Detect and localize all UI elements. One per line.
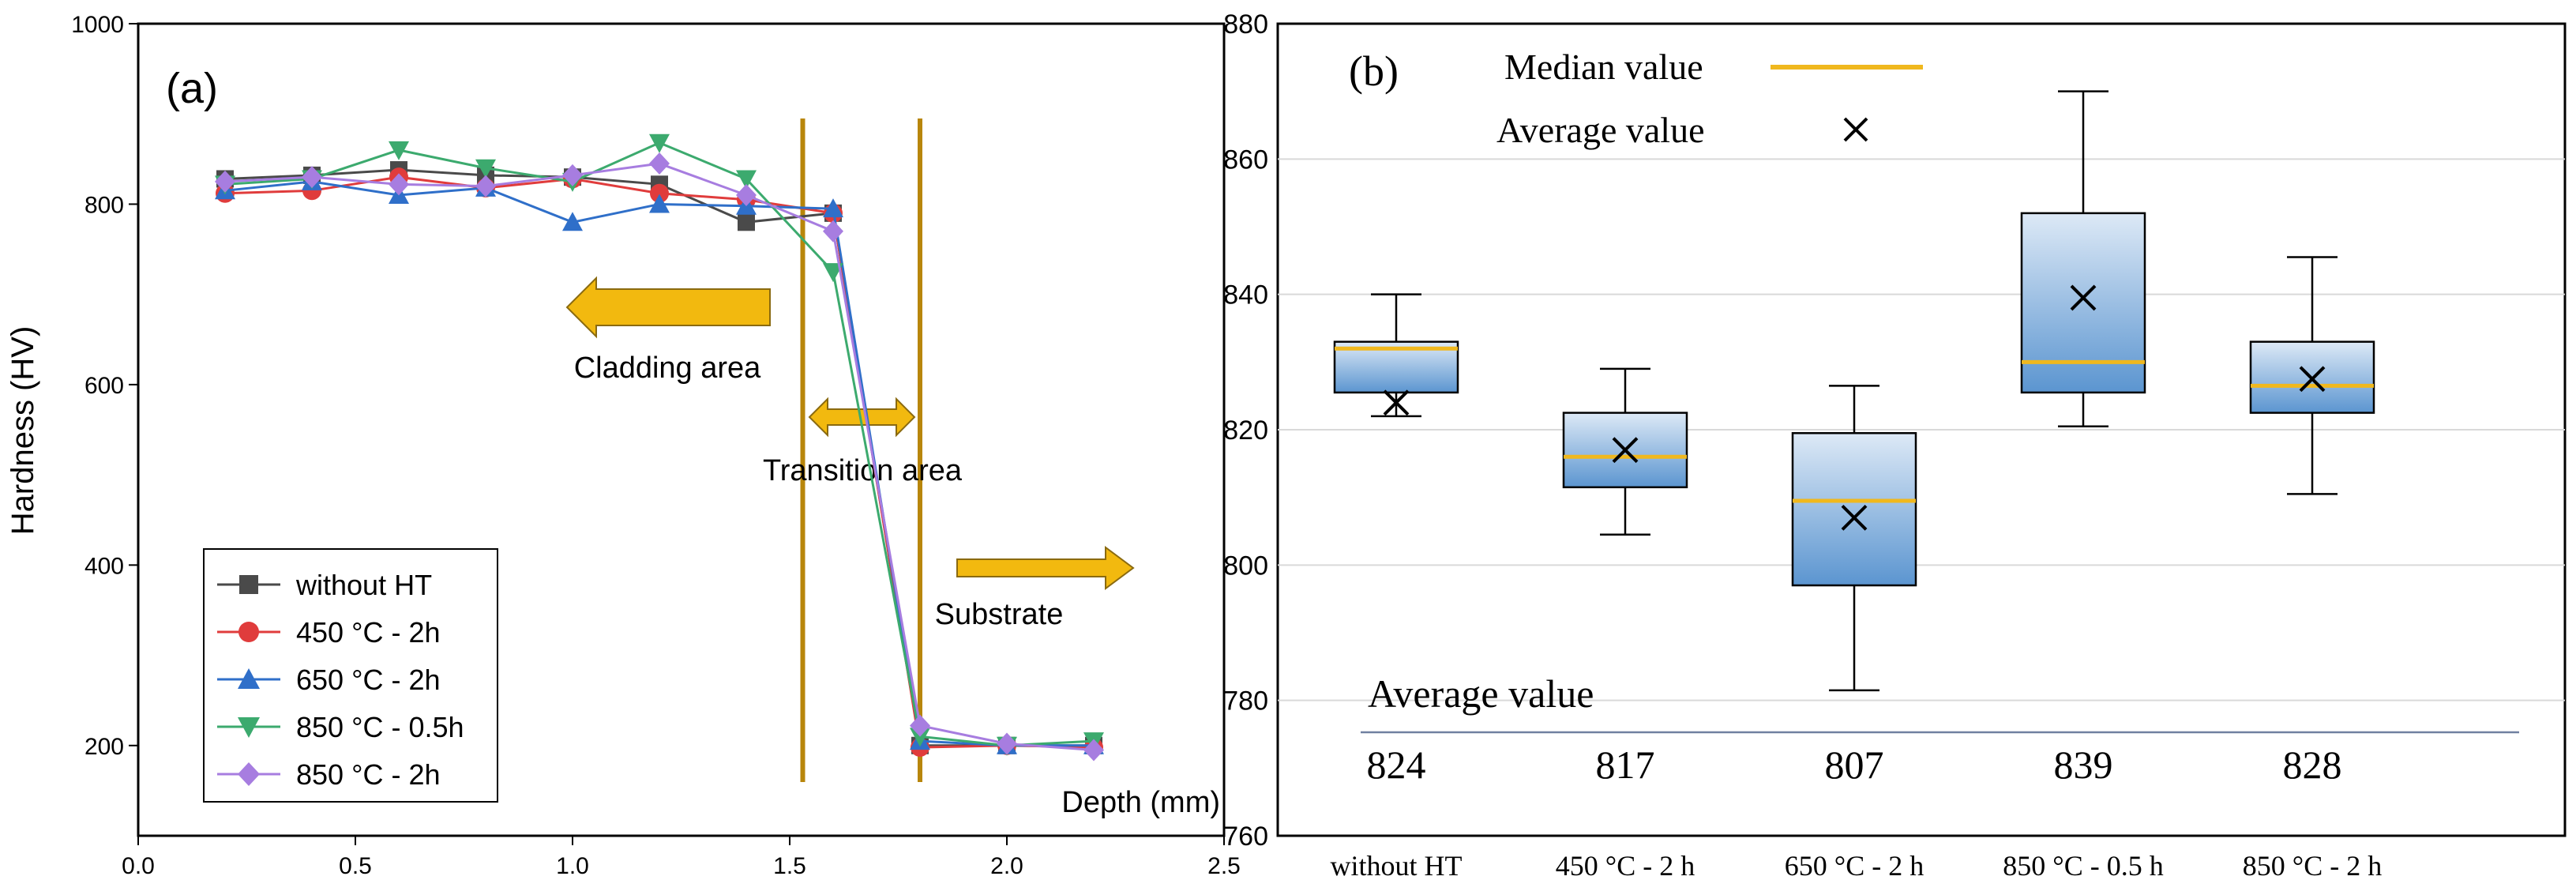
triangle-up-marker: [238, 668, 260, 689]
y-tick-label: 860: [1223, 145, 1268, 175]
diamond-marker: [1083, 739, 1104, 762]
diamond-marker: [997, 732, 1017, 755]
mean-marker: [1612, 437, 1639, 464]
x-tick-label: 2.0: [990, 853, 1023, 879]
mean-marker: [2070, 284, 2097, 311]
average-value: 817: [1596, 743, 1655, 787]
category-label: 650 °C - 2 h: [1785, 850, 1924, 882]
y-tick-label: 780: [1223, 686, 1268, 716]
panel-a-y-ticks: 200 400 600 800 1000: [71, 12, 138, 760]
triangle-up-marker: [823, 198, 843, 218]
average-row-label: Average value: [1368, 671, 1594, 716]
triangle-up-marker: [562, 212, 583, 231]
substrate-right-arrow-icon: [956, 546, 1135, 590]
square-marker: [738, 213, 755, 231]
legend-entry-label: without HT: [295, 569, 432, 601]
panel-b-boxes: [1333, 90, 2375, 692]
panel-b-gridlines: [1278, 158, 2565, 701]
category-label: 850 °C - 2 h: [2243, 850, 2382, 882]
iqr-box: [2020, 212, 2146, 394]
diamond-marker: [475, 175, 496, 197]
panel-a-series: [215, 133, 1104, 762]
y-tick-label: 400: [84, 553, 124, 579]
circle-marker: [238, 622, 259, 642]
diamond-marker: [910, 714, 930, 737]
legend-entry-label: 850 °C - 2h: [296, 758, 441, 791]
y-tick-label: 880: [1223, 9, 1268, 39]
diamond-marker: [736, 184, 757, 207]
triangle-down-marker: [649, 133, 670, 153]
x-tick-label: 1.5: [773, 853, 806, 879]
iqr-box: [1791, 432, 1917, 587]
y-tick-label: 760: [1223, 822, 1268, 852]
annotation-substrate: Substrate: [935, 598, 1064, 631]
square-marker: [239, 575, 258, 594]
y-tick-label: 1000: [71, 12, 124, 38]
panel-a-x-ticks: 0.0 0.5 1.0 1.5 2.0 2.5: [122, 836, 1241, 879]
average-value: 807: [1825, 743, 1884, 787]
x-tick-label: 0.5: [339, 853, 372, 879]
diamond-marker: [823, 220, 843, 243]
average-value: 839: [2054, 743, 2113, 787]
diamond-marker: [389, 173, 409, 196]
y-tick-label: 840: [1223, 280, 1268, 310]
average-value: 824: [1367, 743, 1426, 787]
circle-marker: [650, 183, 669, 203]
legend-average-label: Average value: [1496, 110, 1705, 150]
x-tick-label: 2.5: [1207, 853, 1241, 879]
region-boundaries: [800, 118, 922, 782]
triangle-down-marker: [823, 263, 843, 283]
category-label: without HT: [1331, 850, 1463, 882]
triangle-down-marker: [238, 717, 260, 738]
x-tick-label: 0.0: [122, 853, 155, 879]
panel-b-category-labels: without HT 450 °C - 2 h 650 °C - 2 h 850 °C…: [1331, 850, 2383, 882]
triangle-down-marker: [736, 170, 757, 190]
cladding-left-arrow-icon: [565, 276, 771, 339]
legend-average-x-icon: [1843, 117, 1868, 142]
panel-b: 760 780 800 820 840 860 880 (b) Median value A…: [1223, 9, 2567, 882]
diamond-marker: [238, 762, 260, 786]
average-row-values: 824 817 807 839 828: [1367, 743, 2342, 787]
mean-marker: [2299, 366, 2326, 393]
x-tick-label: 1.0: [556, 853, 589, 879]
mean-marker: [1841, 504, 1868, 531]
panel-a-y-axis-label: Hardness (HV): [6, 326, 40, 536]
legend-entry-label: 450 °C - 2h: [296, 616, 441, 649]
panel-b-y-ticks: 760 780 800 820 840 860 880: [1223, 9, 1268, 852]
triangle-up-marker: [649, 194, 670, 213]
triangle-down-marker: [389, 141, 409, 160]
diamond-marker: [302, 166, 322, 189]
panel-a-label: (a): [166, 65, 218, 112]
mean-marker: [1383, 389, 1410, 416]
panel-a-legend-items: without HT 450 °C - 2h 650 °C - 2h 850 °C -…: [217, 569, 464, 791]
annotation-transition-area: Transition area: [763, 454, 963, 487]
panel-b-label: (b): [1349, 47, 1399, 95]
diamond-marker: [649, 152, 670, 175]
legend-median-label: Median value: [1504, 47, 1703, 87]
annotation-cladding-area: Cladding area: [574, 352, 761, 385]
y-tick-label: 800: [84, 192, 124, 218]
transition-double-arrow-icon: [808, 397, 916, 438]
diamond-marker: [215, 170, 235, 193]
triangle-down-marker: [475, 159, 496, 179]
y-tick-label: 600: [84, 373, 124, 399]
category-label: 450 °C - 2 h: [1556, 850, 1695, 882]
y-tick-label: 820: [1223, 416, 1268, 446]
legend-entry-label: 650 °C - 2h: [296, 664, 441, 696]
y-tick-label: 200: [84, 734, 124, 760]
panel-a-x-axis-label: Depth (mm): [1061, 786, 1220, 819]
y-tick-label: 800: [1223, 551, 1268, 581]
triangle-down-marker: [910, 728, 930, 747]
diamond-marker: [562, 164, 583, 186]
average-value: 828: [2283, 743, 2342, 787]
legend-entry-label: 850 °C - 0.5h: [296, 711, 464, 743]
category-label: 850 °C - 0.5 h: [2003, 850, 2163, 882]
panel-a-frame: [137, 22, 1226, 837]
